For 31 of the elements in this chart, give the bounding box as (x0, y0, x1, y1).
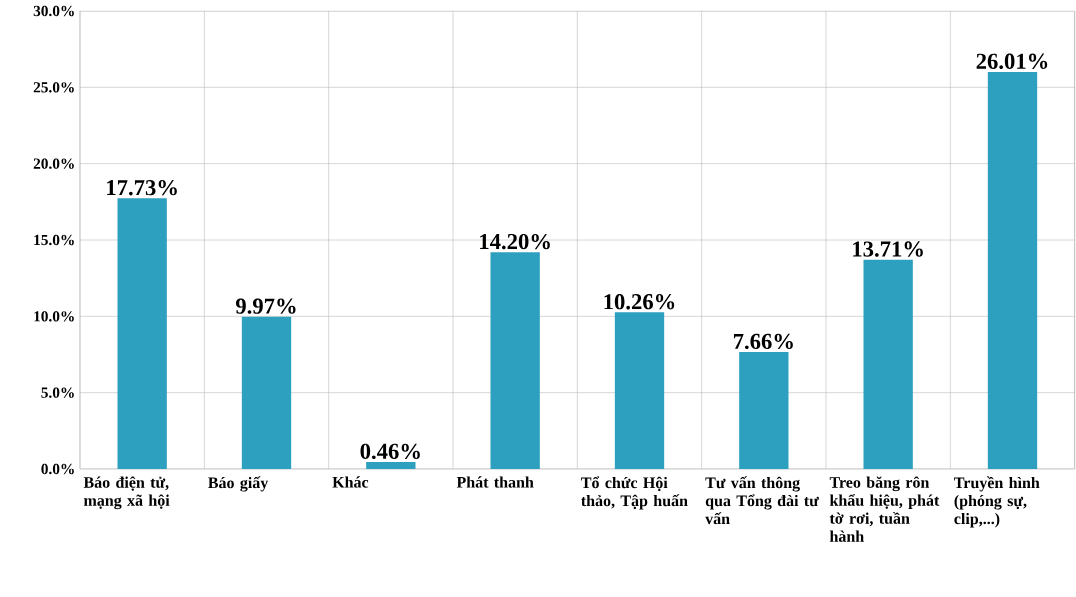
bar (366, 461, 416, 469)
data-label: 9.97% (235, 298, 296, 314)
bar (117, 198, 167, 469)
y-tick-label: 10.0% (34, 311, 74, 322)
y-tick-label: 30.0% (33, 5, 74, 17)
x-tick-label: Khác (332, 476, 369, 488)
bar (863, 259, 913, 469)
bar (614, 312, 665, 469)
x-tick-label: Truyền hình (phóng sự, clip,...) (954, 476, 1040, 528)
data-label: 17.73% (107, 179, 177, 196)
y-tick-label: 5.0% (41, 387, 74, 398)
x-tick-label: Báo giấy (208, 476, 269, 492)
y-tick-label: 25.0% (33, 82, 74, 93)
bar (739, 352, 789, 469)
x-tick-label: Báo điện tử, mạng xã hội (83, 476, 170, 510)
y-tick-label: 15.0% (34, 234, 74, 246)
x-tick-label: Tổ chức Hội thảo, Tập huấn (581, 476, 688, 510)
y-tick-label: 20.0% (33, 158, 74, 169)
bar (987, 71, 1038, 469)
y-tick-label: 0.0% (41, 463, 74, 475)
x-tick-label: Tư vấn thông qua Tổng đài tư vấn (705, 476, 819, 525)
data-label: 13.71% (853, 241, 923, 257)
data-label: 14.20% (480, 233, 550, 250)
bar (241, 316, 292, 469)
bar (490, 252, 540, 469)
data-label: 7.66% (733, 333, 793, 350)
data-label: 10.26% (604, 294, 675, 310)
x-tick-label: Phát thanh (456, 476, 534, 488)
data-label: 26.01% (976, 53, 1048, 69)
x-tick-label: Treo băng rôn khẩu hiệu, phát tờ rơi, tuần hành (829, 476, 940, 542)
data-label: 0.46% (360, 443, 420, 460)
